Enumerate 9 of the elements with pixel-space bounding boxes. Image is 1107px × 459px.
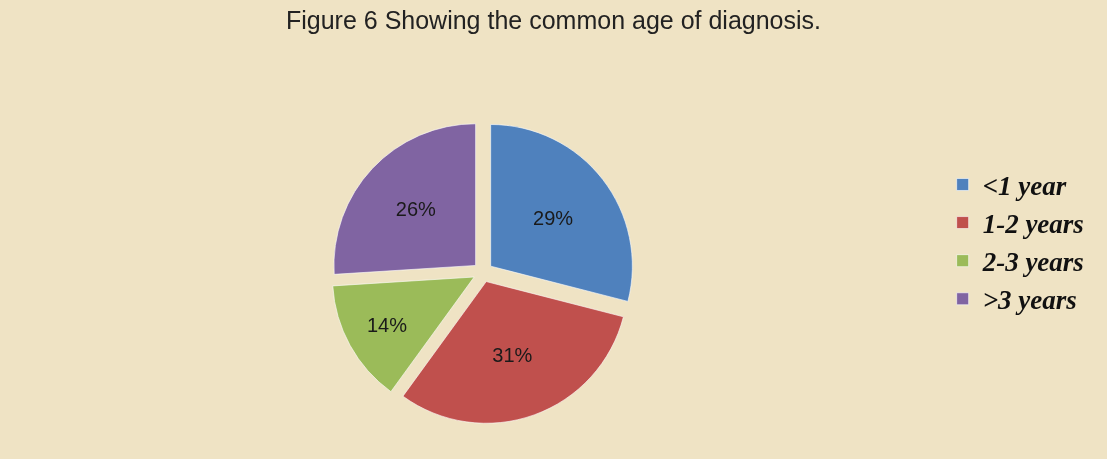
legend-label: >3 years bbox=[982, 285, 1077, 316]
chart-title: Figure 6 Showing the common age of diagnosis. bbox=[285, 5, 822, 34]
data-label: 14% bbox=[366, 313, 408, 336]
data-label: 26% bbox=[395, 198, 436, 221]
data-label: 29% bbox=[533, 206, 574, 229]
legend-label: 1-2 years bbox=[982, 209, 1084, 240]
legend-label: <1 year bbox=[982, 171, 1067, 201]
legend-label: 2-3 years bbox=[981, 247, 1084, 278]
data-label: 31% bbox=[492, 343, 533, 366]
